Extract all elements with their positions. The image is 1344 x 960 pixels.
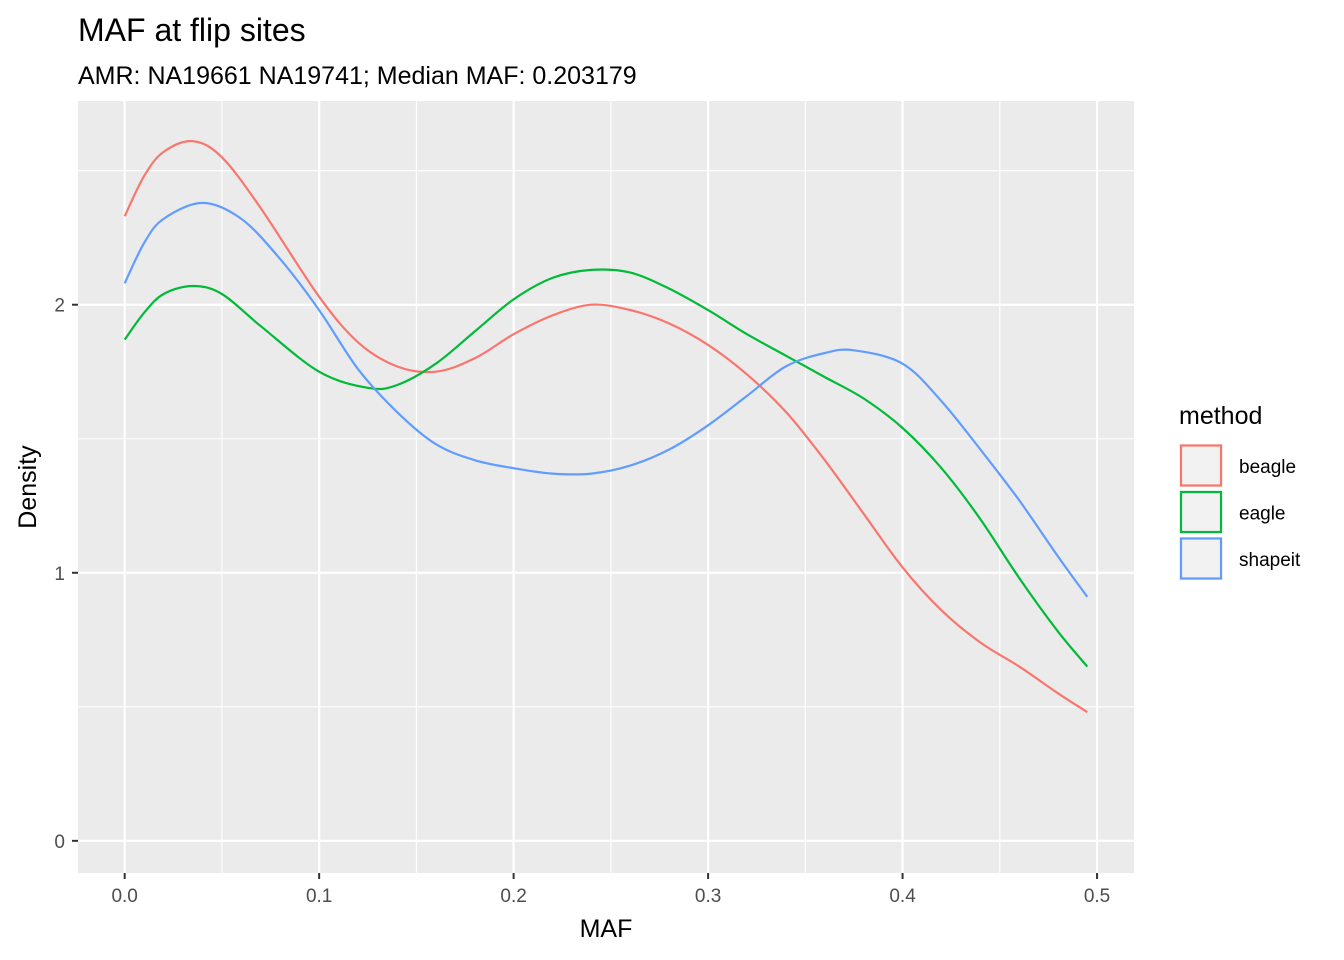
y-axis: 0 1 2 — [54, 296, 78, 853]
x-tick-label: 0.0 — [111, 886, 137, 907]
legend-key-shapeit — [1179, 537, 1223, 580]
minor-gridlines — [78, 101, 1134, 873]
x-tick-label: 0.4 — [889, 886, 916, 907]
y-axis-title: Density — [14, 445, 42, 529]
x-tick-label: 0.3 — [695, 886, 721, 907]
legend: method beagle eagle shapeit — [1179, 402, 1301, 580]
legend-key-beagle — [1179, 444, 1223, 487]
y-tick-label: 1 — [54, 564, 65, 585]
legend-title: method — [1179, 402, 1262, 430]
y-tick-label: 2 — [54, 296, 65, 317]
x-tick-label: 0.5 — [1084, 886, 1110, 907]
series-line-beagle — [123, 140, 1088, 714]
series-lines — [123, 140, 1089, 714]
chart-subtitle: AMR: NA19661 NA19741; Median MAF: 0.2031… — [78, 62, 637, 90]
legend-key-bg — [1179, 537, 1223, 580]
x-tick-label: 0.1 — [306, 886, 332, 907]
series-line-shapeit — [123, 201, 1089, 598]
y-tick-label: 0 — [54, 832, 65, 853]
x-axis-title: MAF — [580, 915, 633, 943]
chart-title: MAF at flip sites — [78, 12, 306, 48]
plot-panel — [78, 101, 1134, 873]
legend-label-eagle: eagle — [1239, 504, 1286, 525]
legend-label-shapeit: shapeit — [1239, 550, 1301, 571]
x-axis: 0.0 0.1 0.2 0.3 0.4 0.5 — [111, 873, 1110, 907]
legend-key-eagle — [1179, 490, 1223, 534]
x-tick-label: 0.2 — [500, 886, 526, 907]
series-line-eagle — [123, 268, 1089, 668]
legend-key-bg — [1179, 490, 1223, 534]
legend-key-bg — [1179, 444, 1223, 487]
legend-label-beagle: beagle — [1239, 457, 1296, 478]
